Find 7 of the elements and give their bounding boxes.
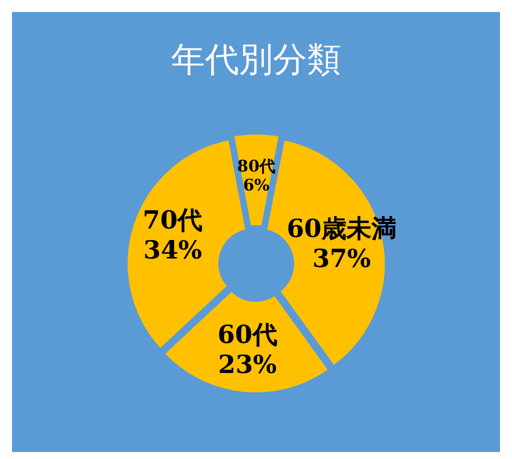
chart-title: 年代別分類 xyxy=(171,40,341,80)
data-label: 34% xyxy=(143,236,202,265)
data-label: 6% xyxy=(243,175,270,194)
data-label: 37% xyxy=(312,244,372,274)
slice-label: 60代 xyxy=(218,320,278,350)
data-label: 23% xyxy=(218,350,277,380)
slice-label: 70代 xyxy=(142,206,203,235)
